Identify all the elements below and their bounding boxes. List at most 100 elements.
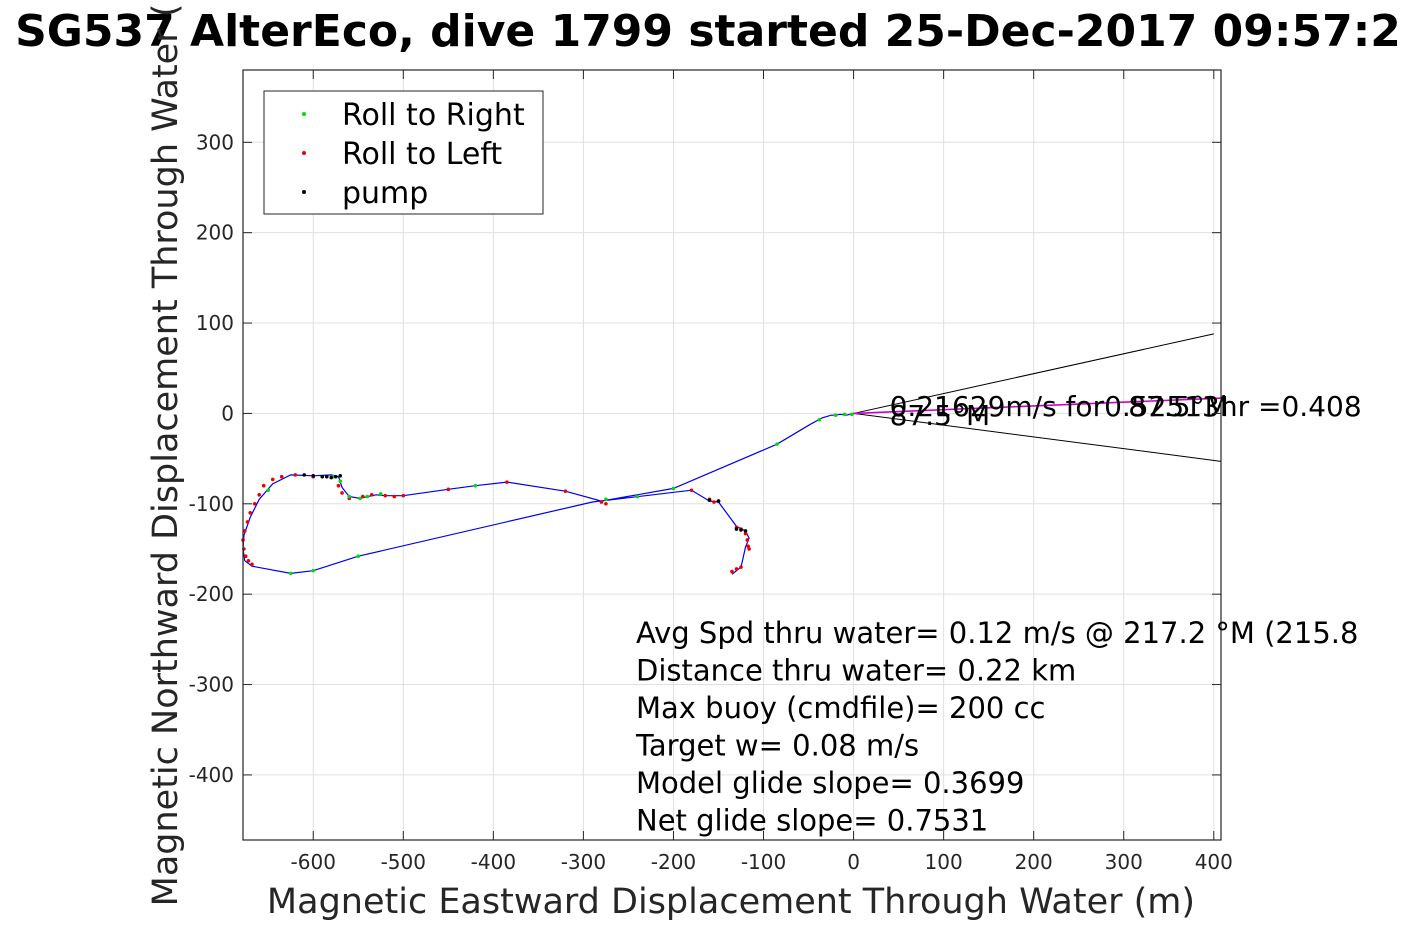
pump-point xyxy=(320,474,325,479)
roll-left-point xyxy=(252,502,257,506)
roll-left-point xyxy=(383,493,388,498)
roll-left-point xyxy=(243,529,247,533)
pump-point xyxy=(311,473,316,478)
roll-right-point xyxy=(473,483,478,488)
annotation-text: 87.5°M xyxy=(890,399,991,432)
roll-right-point xyxy=(365,494,370,499)
roll-left-point xyxy=(745,538,750,542)
pump-point xyxy=(338,473,343,478)
y-tick-label: -300 xyxy=(189,673,234,697)
x-axis-label: Magnetic Eastward Displacement Through W… xyxy=(267,882,1195,922)
roll-left-point xyxy=(604,502,608,506)
roll-right-point xyxy=(604,497,608,502)
y-axis-label: Magnetic Northward Displacement Through … xyxy=(146,4,186,907)
roll-left-point xyxy=(446,487,451,492)
depth-avg-current-line xyxy=(853,397,1223,415)
roll-left-point xyxy=(261,483,266,488)
roll-left-point xyxy=(369,492,374,497)
x-tick-label: 100 xyxy=(925,850,963,874)
roll-left-point xyxy=(270,477,275,482)
annotation-text: 87.5°M xyxy=(1128,390,1229,423)
roll-right-point xyxy=(775,442,779,446)
roll-left-point xyxy=(257,492,262,497)
roll-left-point xyxy=(336,483,341,488)
stat-line: Model glide slope= 0.3699 xyxy=(636,766,1024,800)
grid xyxy=(243,70,1221,840)
legend-marker xyxy=(302,190,306,194)
x-tick-label: 200 xyxy=(1015,850,1053,874)
roll-left-point xyxy=(392,494,397,499)
legend-label: Roll to Right xyxy=(342,98,525,133)
dive-stats: Avg Spd thru water= 0.12 m/s @ 217.2 °M … xyxy=(635,616,1358,838)
legend-box xyxy=(263,90,544,215)
x-tick-label: 0 xyxy=(847,850,860,874)
roll-left-point xyxy=(505,480,509,484)
roll-left-point xyxy=(739,565,743,569)
x-tick-label: -400 xyxy=(471,850,516,874)
roll-right-point xyxy=(842,412,847,417)
roll-left-point xyxy=(293,473,298,477)
roll-left-point xyxy=(401,493,406,498)
pump-point xyxy=(329,475,334,480)
roll-left-point xyxy=(250,562,254,567)
y-tick-label: -400 xyxy=(189,763,234,787)
roll-right-point xyxy=(378,492,383,496)
roll-left-point xyxy=(746,544,751,549)
legend-marker xyxy=(302,112,306,116)
axis-ticks xyxy=(243,70,1221,840)
roll-left-point xyxy=(734,567,739,571)
y-tick-label: 200 xyxy=(196,221,234,245)
stat-line: Max buoy (cmdfile)= 200 cc xyxy=(636,691,1045,725)
chart-title: SG537 AlterEco, dive 1799 started 25-Dec… xyxy=(15,6,1401,57)
roll-left-point xyxy=(246,558,251,563)
x-tick-label: 400 xyxy=(1195,850,1233,874)
data-lines xyxy=(242,333,1223,575)
legend-label: pump xyxy=(342,176,428,211)
roll-left-point xyxy=(563,489,568,493)
x-tick-label: -100 xyxy=(741,850,786,874)
pump-point xyxy=(707,498,712,502)
roll-left-point xyxy=(730,569,734,574)
glider-track-line xyxy=(242,412,854,575)
data-points xyxy=(241,412,854,576)
stat-line: Target w= 0.08 m/s xyxy=(635,729,919,763)
roll-left-point xyxy=(712,500,716,504)
x-tick-label: -600 xyxy=(291,850,336,874)
roll-right-point xyxy=(817,417,822,422)
roll-left-point xyxy=(243,554,248,559)
x-tick-label: 300 xyxy=(1105,850,1143,874)
roll-right-point xyxy=(849,412,854,417)
roll-left-point xyxy=(747,547,751,551)
roll-left-point xyxy=(245,520,250,524)
legend-label: Roll to Left xyxy=(342,137,502,172)
roll-left-point xyxy=(279,474,284,479)
tick-labels: -600 -500 -400 -300 -200 -100 0 100 200 300 400 300… xyxy=(189,130,1233,874)
y-tick-label: 100 xyxy=(196,311,234,335)
pump-point xyxy=(734,527,739,531)
legend-marker xyxy=(302,151,306,155)
roll-left-point xyxy=(689,488,694,493)
roll-right-point xyxy=(358,496,362,501)
x-tick-label: -500 xyxy=(381,850,426,874)
roll-right-point xyxy=(338,479,343,484)
roll-right-point xyxy=(266,488,271,493)
roll-left-point xyxy=(248,511,253,515)
roll-right-point xyxy=(347,494,352,499)
y-tick-label: 0 xyxy=(221,401,234,425)
roll-left-point xyxy=(743,531,748,536)
y-tick-label: 300 xyxy=(196,130,234,154)
roll-right-point xyxy=(311,568,316,573)
pump-point xyxy=(324,474,329,479)
roll-right-point xyxy=(635,494,640,499)
y-tick-label: -200 xyxy=(189,582,234,606)
stat-line: Avg Spd thru water= 0.12 m/s @ 217.2 °M … xyxy=(636,616,1358,650)
uncertainty-cone-line xyxy=(853,412,1222,462)
pump-point xyxy=(739,528,743,532)
stat-line: Net glide slope= 0.7531 xyxy=(636,804,988,838)
annotation-text: 0.21629m/s for0.52513hr =0.408 xyxy=(890,390,1362,423)
pump-point xyxy=(302,473,307,477)
x-tick-label: -300 xyxy=(561,850,606,874)
roll-left-point xyxy=(340,491,344,495)
